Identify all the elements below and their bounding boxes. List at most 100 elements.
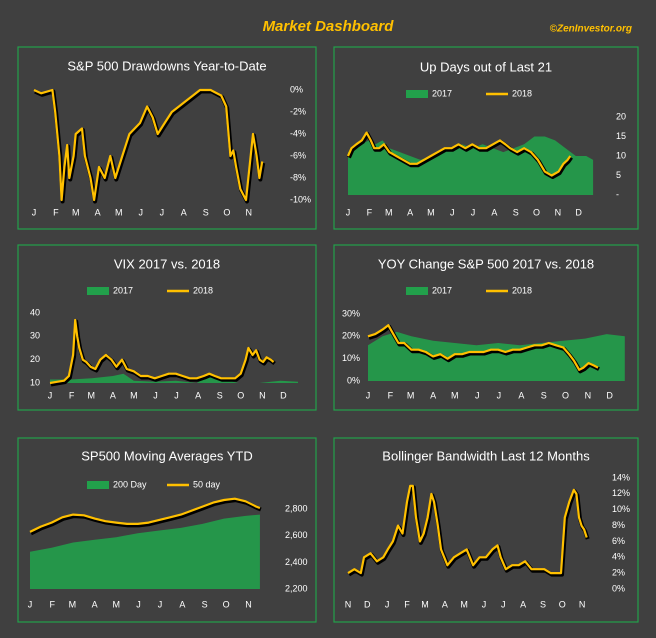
x-tick-label: N xyxy=(585,390,592,400)
x-tick-label: N xyxy=(259,390,266,400)
y-tick-label: -2% xyxy=(290,106,306,116)
x-tick-label: S xyxy=(513,207,519,217)
x-tick-label: J xyxy=(450,207,455,217)
dashboard-title: Market Dashboard xyxy=(263,18,395,35)
x-tick-label: J xyxy=(471,207,476,217)
legend-swatch xyxy=(87,481,109,489)
x-tick-label: J xyxy=(366,390,371,400)
x-tick-label: J xyxy=(497,390,502,400)
x-tick-label: J xyxy=(385,599,390,609)
x-tick-label: S xyxy=(202,599,208,609)
x-tick-label: M xyxy=(87,390,95,400)
x-tick-label: M xyxy=(115,207,123,217)
y-tick-label: 5 xyxy=(616,170,621,180)
y-tick-label: 20 xyxy=(616,111,626,121)
panel xyxy=(17,46,317,230)
y-tick-label: 0% xyxy=(612,583,625,593)
x-tick-label: S xyxy=(541,390,547,400)
panel xyxy=(17,437,317,623)
y-tick-label: 15 xyxy=(616,131,626,141)
y-tick-label: 10% xyxy=(342,353,360,363)
chart-title: Up Days out of Last 21 xyxy=(420,59,552,74)
x-tick-label: M xyxy=(130,390,138,400)
x-tick-label: F xyxy=(388,390,394,400)
line xyxy=(346,131,572,177)
line-shadow xyxy=(347,485,590,577)
y-tick-label: 0% xyxy=(290,84,303,94)
y-tick-label: 14% xyxy=(612,472,630,482)
credit: ©ZenInvestor.org xyxy=(550,24,632,35)
x-tick-label: F xyxy=(69,390,75,400)
x-tick-label: J xyxy=(138,207,143,217)
legend-swatch xyxy=(406,90,428,98)
x-tick-label: D xyxy=(364,599,371,609)
y-tick-label: 12% xyxy=(612,488,630,498)
y-tick-label: 10 xyxy=(30,377,40,387)
chart-title: SP500 Moving Averages YTD xyxy=(81,448,253,463)
x-tick-label: A xyxy=(179,599,185,609)
y-tick-label: 30 xyxy=(30,331,40,341)
y-tick-label: -8% xyxy=(290,172,306,182)
panel xyxy=(333,244,639,411)
y-tick-label: -4% xyxy=(290,128,306,138)
legend-label: 2017 xyxy=(113,285,133,295)
y-tick-label: -10% xyxy=(290,194,311,204)
y-tick-label: 20 xyxy=(30,354,40,364)
area xyxy=(368,331,625,381)
panel xyxy=(333,46,639,230)
x-tick-label: O xyxy=(223,599,230,609)
x-tick-label: J xyxy=(160,207,165,217)
x-tick-label: A xyxy=(92,599,98,609)
x-tick-label: M xyxy=(421,599,429,609)
y-tick-label: 10% xyxy=(612,504,630,514)
legend-label: 2018 xyxy=(512,88,532,98)
x-tick-label: N xyxy=(245,599,252,609)
x-tick-label: A xyxy=(520,599,526,609)
x-tick-label: A xyxy=(407,207,413,217)
legend-label: 2018 xyxy=(512,285,532,295)
x-tick-label: F xyxy=(404,599,410,609)
x-tick-label: S xyxy=(203,207,209,217)
line xyxy=(29,497,261,533)
x-tick-label: A xyxy=(110,390,116,400)
x-tick-label: N xyxy=(246,207,253,217)
x-tick-label: A xyxy=(491,207,497,217)
x-tick-label: J xyxy=(158,599,163,609)
x-tick-label: A xyxy=(181,207,187,217)
y-tick-label: 8% xyxy=(612,520,625,530)
line-shadow xyxy=(30,498,262,536)
x-tick-label: F xyxy=(53,207,59,217)
y-tick-label: 2% xyxy=(612,568,625,578)
x-tick-label: A xyxy=(195,390,201,400)
x-tick-label: D xyxy=(280,390,287,400)
legend-swatch xyxy=(406,287,428,295)
x-tick-label: O xyxy=(533,207,540,217)
x-tick-label: S xyxy=(540,599,546,609)
area xyxy=(50,373,298,383)
x-tick-label: N xyxy=(345,599,352,609)
x-tick-label: A xyxy=(95,207,101,217)
line xyxy=(347,484,588,575)
panel xyxy=(17,244,317,411)
line xyxy=(49,318,275,385)
x-tick-label: J xyxy=(346,207,351,217)
y-tick-label: 40 xyxy=(30,307,40,317)
y-tick-label: 4% xyxy=(612,552,625,562)
line xyxy=(367,324,599,371)
x-tick-label: O xyxy=(223,207,230,217)
x-tick-label: M xyxy=(112,599,120,609)
x-tick-label: J xyxy=(136,599,141,609)
x-tick-label: J xyxy=(28,599,33,609)
y-tick-label: 2,400 xyxy=(285,557,308,567)
x-tick-label: F xyxy=(367,207,373,217)
area xyxy=(30,514,260,589)
x-tick-label: M xyxy=(69,599,77,609)
x-tick-label: J xyxy=(48,390,53,400)
y-tick-label: 2,800 xyxy=(285,504,308,514)
chart-title: YOY Change S&P 500 2017 vs. 2018 xyxy=(378,256,594,271)
y-tick-label: 2,200 xyxy=(285,583,308,593)
x-tick-label: O xyxy=(562,390,569,400)
chart-title: VIX 2017 vs. 2018 xyxy=(114,256,220,271)
x-tick-label: D xyxy=(606,390,613,400)
